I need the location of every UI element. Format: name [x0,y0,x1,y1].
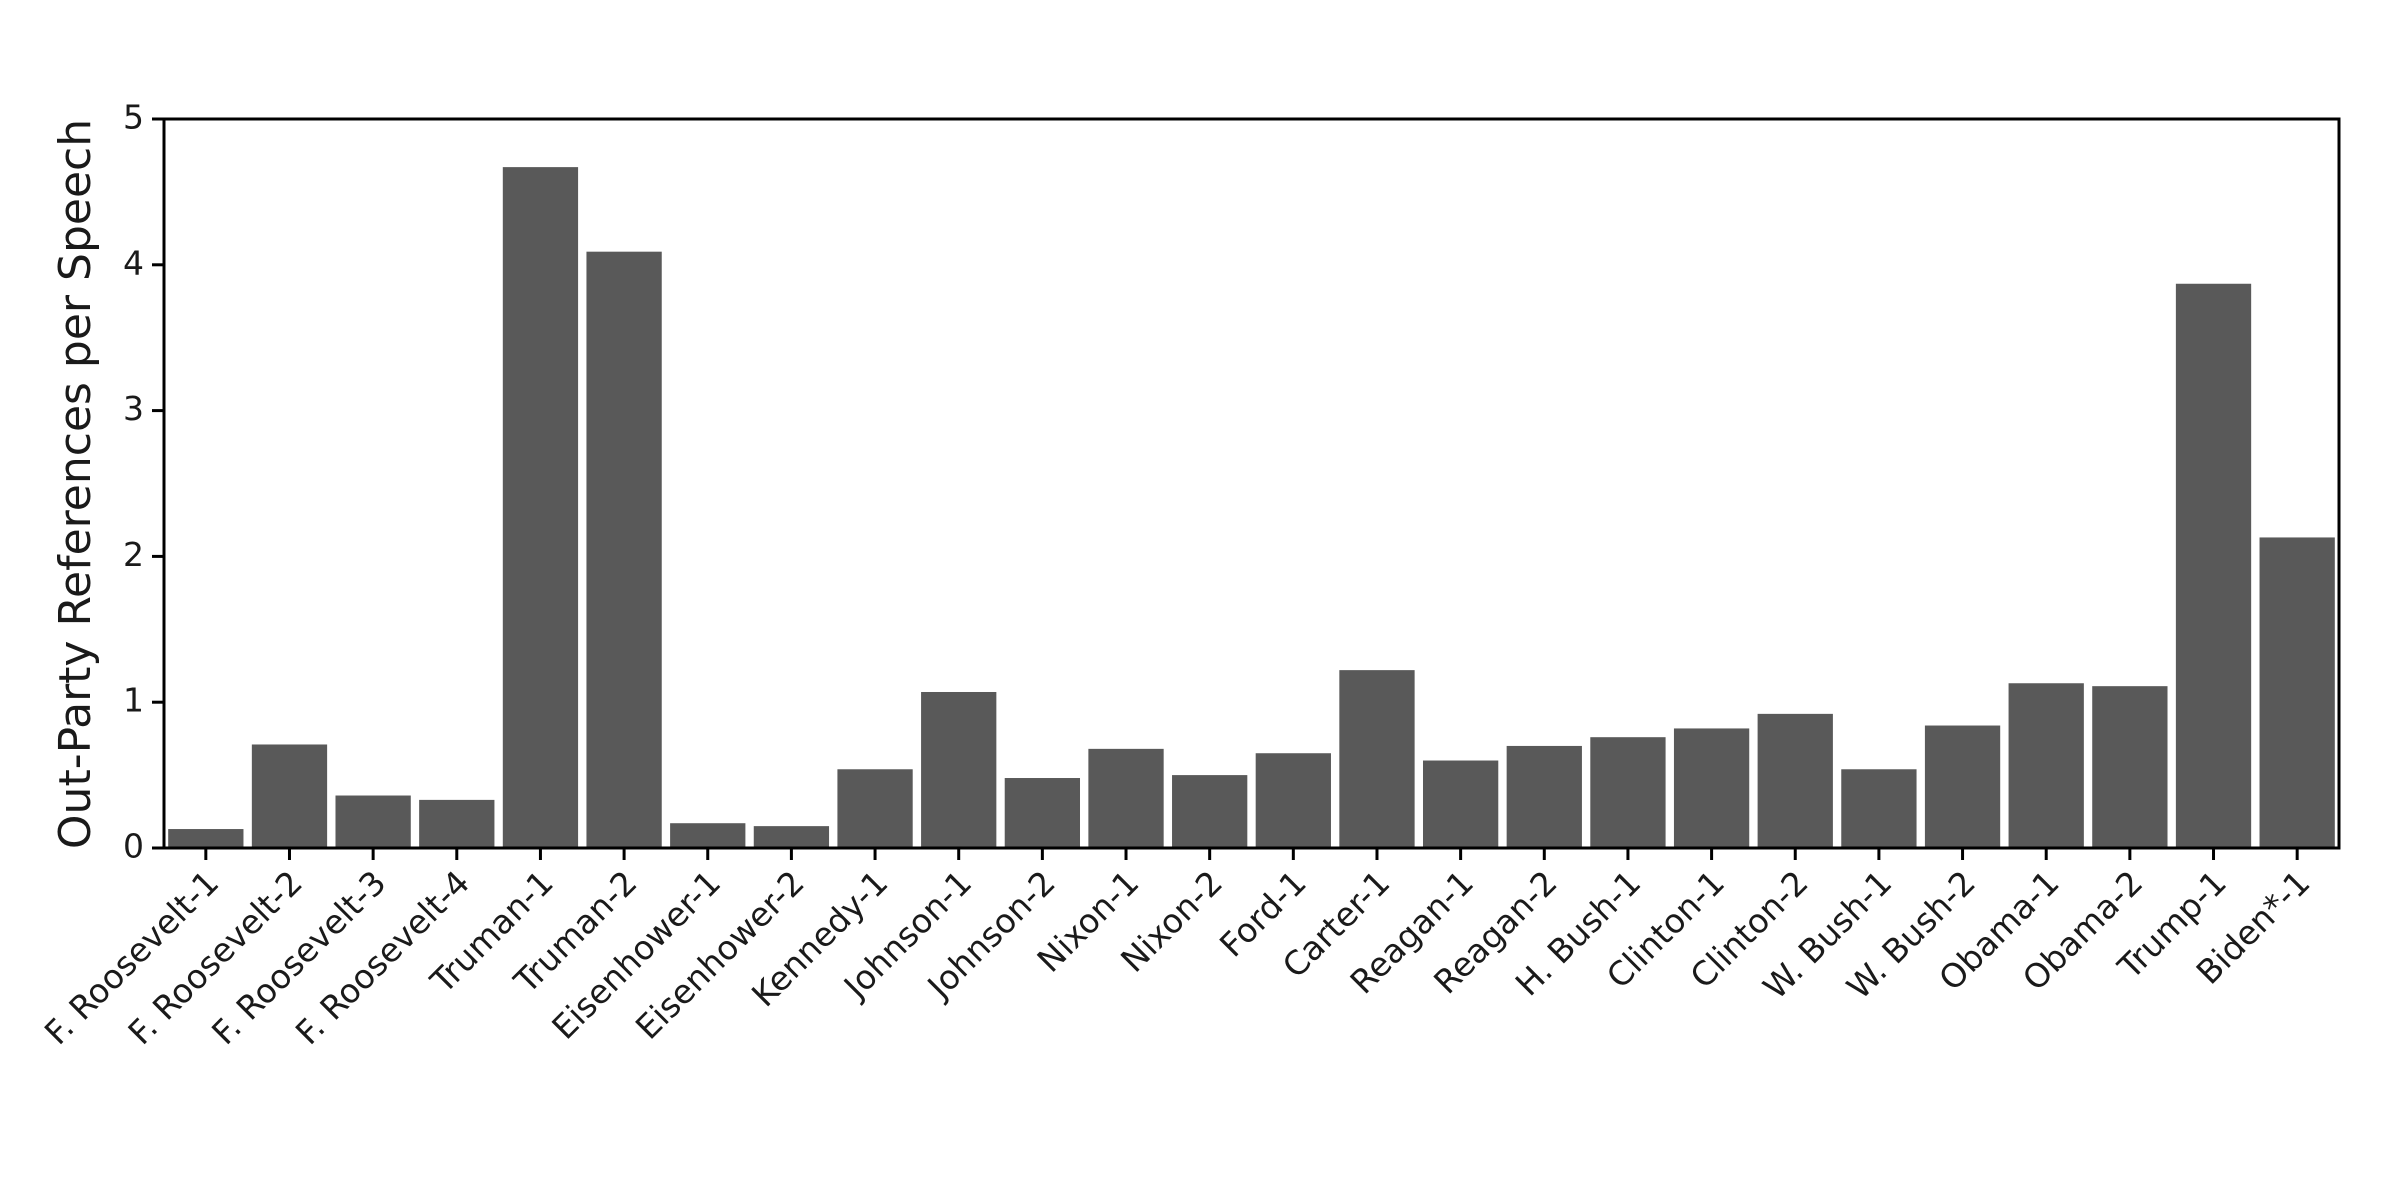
bar [1172,775,1248,848]
bar [251,744,328,848]
bar [1255,753,1331,848]
y-tick-label: 4 [123,243,144,282]
y-tick-label: 0 [123,827,144,866]
bar [670,823,746,848]
y-tick-label: 2 [123,535,144,574]
y-tick-label: 3 [123,389,144,428]
plot-frame [162,117,2341,850]
bar [753,826,830,848]
bar [168,829,244,848]
bar [1004,778,1081,848]
bar [1590,737,1666,848]
bar [1422,760,1499,848]
bar [2175,283,2252,848]
bar [335,795,411,848]
y-tick-label: 5 [123,98,144,137]
bar [1506,745,1582,848]
bar [502,167,579,848]
bar [2008,683,2084,848]
bar [1841,769,1917,848]
bar [419,799,495,848]
bar [586,251,662,849]
bar [1924,725,2001,848]
bar [921,691,997,848]
bar [2092,686,2168,848]
bar [837,769,913,848]
bar [1673,728,1750,848]
y-tick-label: 1 [123,681,144,720]
bar [1339,670,1415,848]
bar [1088,748,1164,848]
y-axis-label: Out-Party References per Speech [50,119,101,849]
bar [1757,713,1833,848]
bar [2259,537,2335,848]
